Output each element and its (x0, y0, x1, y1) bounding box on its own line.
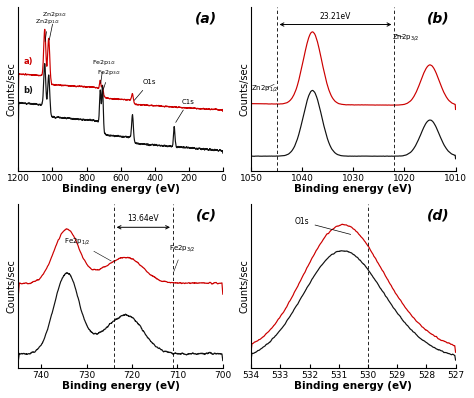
X-axis label: Binding energy (eV): Binding energy (eV) (294, 184, 412, 194)
Y-axis label: Counts/sec: Counts/sec (7, 259, 17, 313)
Text: Fe2p$_{1/2}$: Fe2p$_{1/2}$ (64, 236, 111, 261)
Text: Zn2p$_{1/2}$: Zn2p$_{1/2}$ (36, 18, 60, 41)
Text: (c): (c) (196, 209, 217, 223)
Text: 13.64eV: 13.64eV (128, 215, 159, 223)
X-axis label: Binding energy (eV): Binding energy (eV) (62, 381, 180, 391)
Text: 23.21eV: 23.21eV (320, 12, 351, 21)
Text: b): b) (24, 86, 33, 96)
Y-axis label: Counts/sec: Counts/sec (7, 62, 17, 116)
Text: Fe2p$_{3/2}$: Fe2p$_{3/2}$ (97, 68, 120, 89)
Text: Fe2p$_{3/2}$: Fe2p$_{3/2}$ (169, 244, 196, 271)
Text: Zn2p$_{3/2}$: Zn2p$_{3/2}$ (392, 32, 420, 43)
Text: (d): (d) (427, 209, 449, 223)
Text: O1s: O1s (295, 217, 351, 234)
X-axis label: Binding energy (eV): Binding energy (eV) (294, 381, 412, 391)
Y-axis label: Counts/sec: Counts/sec (240, 259, 250, 313)
Y-axis label: Counts/sec: Counts/sec (240, 62, 250, 116)
Text: a): a) (24, 57, 33, 66)
Text: C1s: C1s (176, 99, 195, 122)
Text: Fe2p$_{1/2}$: Fe2p$_{1/2}$ (91, 58, 116, 83)
Text: Zn2p$_{3/2}$: Zn2p$_{3/2}$ (42, 10, 67, 40)
Text: O1s: O1s (134, 80, 156, 100)
Text: Zn2p$_{1/2}$: Zn2p$_{1/2}$ (251, 84, 279, 94)
Text: (a): (a) (194, 12, 217, 26)
X-axis label: Binding energy (eV): Binding energy (eV) (62, 184, 180, 194)
Text: (b): (b) (427, 12, 449, 26)
